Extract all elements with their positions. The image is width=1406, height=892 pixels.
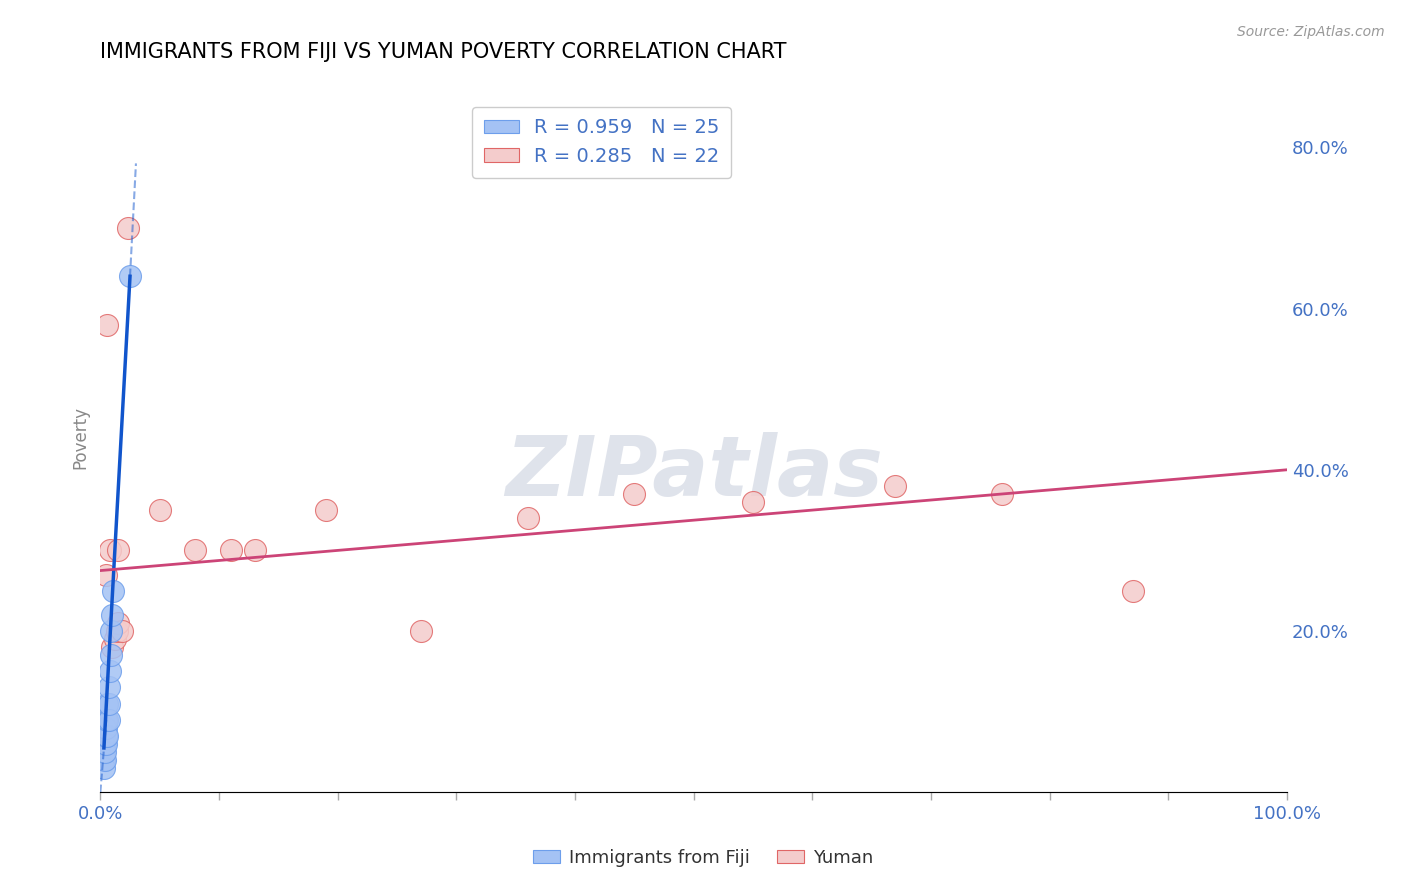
Text: IMMIGRANTS FROM FIJI VS YUMAN POVERTY CORRELATION CHART: IMMIGRANTS FROM FIJI VS YUMAN POVERTY CO…: [100, 42, 787, 62]
Point: [93, 729, 115, 743]
Point: [97, 713, 120, 727]
Point: [101, 640, 124, 655]
Point: [93, 737, 115, 751]
Point: [93, 745, 115, 759]
Point: [100, 648, 122, 663]
Point: [94, 745, 117, 759]
Legend: R = 0.959   N = 25, R = 0.285   N = 22: R = 0.959 N = 25, R = 0.285 N = 22: [472, 107, 731, 178]
Point: [107, 615, 129, 630]
Point: [149, 503, 172, 517]
Point: [117, 220, 139, 235]
Text: Source: ZipAtlas.com: Source: ZipAtlas.com: [1237, 25, 1385, 39]
Point: [98, 665, 121, 679]
Point: [1122, 583, 1144, 598]
Point: [243, 543, 266, 558]
Point: [105, 624, 128, 638]
Point: [516, 511, 538, 525]
Point: [118, 269, 141, 284]
Point: [97, 681, 120, 695]
Point: [884, 479, 907, 493]
Point: [991, 487, 1014, 501]
Point: [104, 632, 127, 646]
Legend: Immigrants from Fiji, Yuman: Immigrants from Fiji, Yuman: [526, 842, 880, 874]
Point: [96, 713, 118, 727]
Point: [103, 583, 125, 598]
Point: [97, 697, 120, 711]
Point: [100, 624, 122, 638]
Point: [219, 543, 242, 558]
Point: [96, 713, 118, 727]
Point: [623, 487, 645, 501]
Point: [93, 761, 115, 775]
Point: [96, 697, 118, 711]
Point: [315, 503, 337, 517]
Point: [96, 729, 118, 743]
Point: [184, 543, 207, 558]
Point: [96, 567, 118, 582]
Point: [742, 495, 765, 509]
Point: [409, 624, 432, 638]
Point: [96, 737, 118, 751]
Point: [94, 753, 117, 767]
Text: ZIPatlas: ZIPatlas: [505, 433, 883, 514]
Point: [111, 624, 134, 638]
Point: [96, 318, 118, 332]
Point: [96, 721, 118, 735]
Point: [107, 543, 129, 558]
Point: [93, 753, 115, 767]
Point: [101, 607, 124, 622]
Y-axis label: Poverty: Poverty: [72, 406, 89, 469]
Point: [94, 737, 117, 751]
Point: [98, 543, 121, 558]
Point: [96, 729, 118, 743]
Point: [94, 721, 117, 735]
